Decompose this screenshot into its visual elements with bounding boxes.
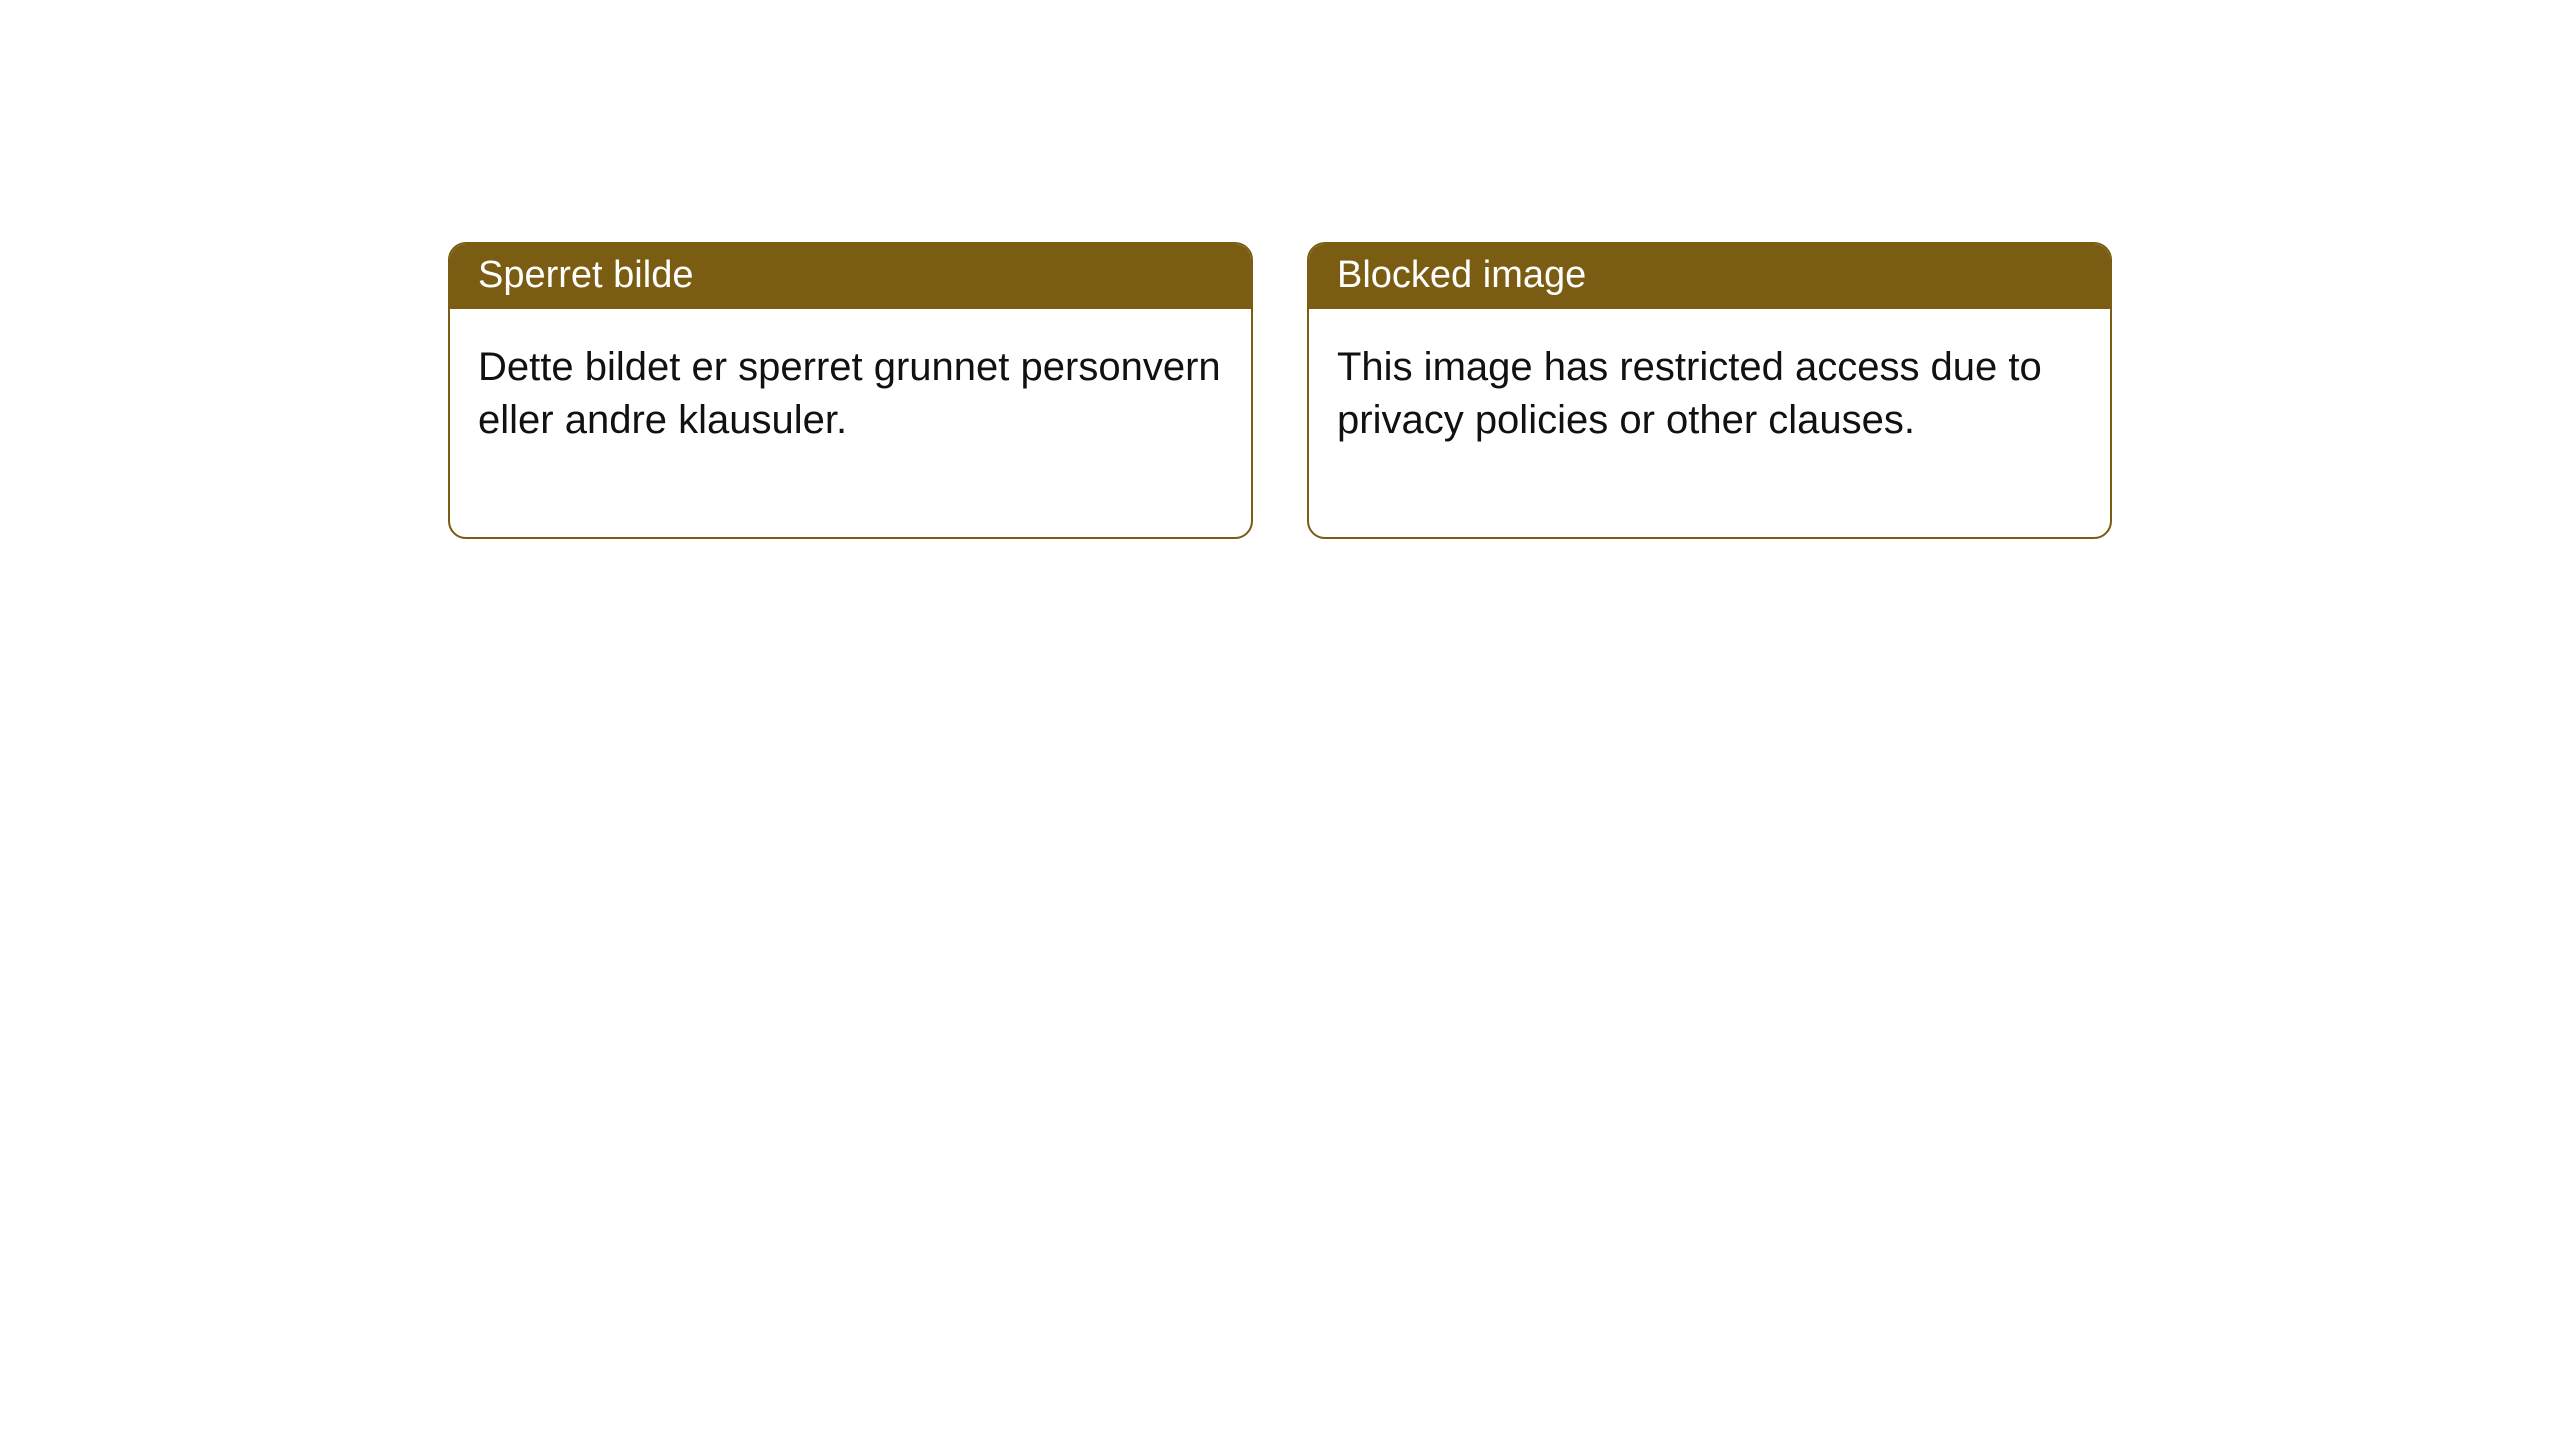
notice-box-english: Blocked image This image has restricted … [1307, 242, 2112, 539]
notice-title: Blocked image [1309, 244, 2110, 309]
notice-body: This image has restricted access due to … [1309, 309, 2110, 537]
notice-title: Sperret bilde [450, 244, 1251, 309]
notice-body: Dette bildet er sperret grunnet personve… [450, 309, 1251, 537]
notice-box-norwegian: Sperret bilde Dette bildet er sperret gr… [448, 242, 1253, 539]
notice-container: Sperret bilde Dette bildet er sperret gr… [0, 0, 2560, 539]
